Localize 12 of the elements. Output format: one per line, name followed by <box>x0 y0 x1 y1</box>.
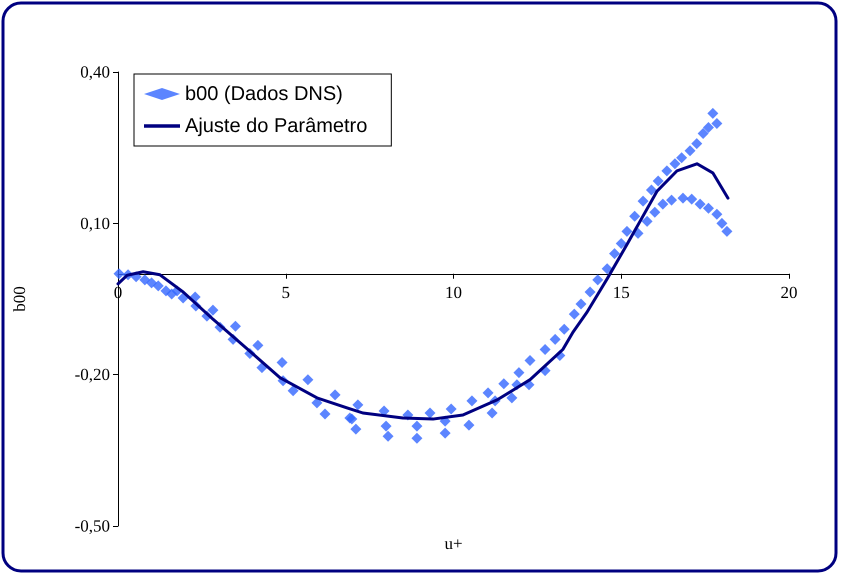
x-tick-label: 10 <box>445 282 462 302</box>
y-tick-label: -0,50 <box>74 516 110 536</box>
y-axis-title: b00 <box>10 286 29 312</box>
y-tick-label: 0,10 <box>80 214 110 233</box>
legend-label: b00 (Dados DNS) <box>185 83 343 105</box>
y-tick-label: 0,40 <box>80 62 110 82</box>
x-tick-label: 5 <box>282 282 290 302</box>
x-axis-title: u+ <box>444 534 463 553</box>
y-tick-label: -0,20 <box>74 365 110 384</box>
x-tick-label: 20 <box>780 282 798 302</box>
legend-label: Ajuste do Parâmetro <box>185 115 368 137</box>
x-tick-label: 15 <box>612 282 630 302</box>
